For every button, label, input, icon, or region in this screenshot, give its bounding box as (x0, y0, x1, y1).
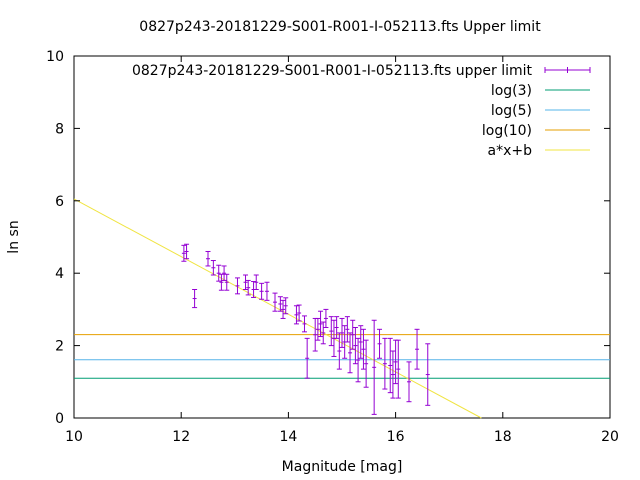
data-point (272, 292, 278, 312)
data-point (336, 332, 342, 370)
data-point (323, 308, 329, 328)
legend: 0827p243-20181229-S001-R001-I-052113.fts… (132, 63, 591, 159)
data-point (382, 337, 388, 390)
data-point (347, 332, 353, 374)
data-point (296, 304, 302, 322)
x-tick-label: 16 (387, 429, 405, 445)
data-point (358, 325, 364, 359)
x-axis-ticks: 10 12 14 16 18 20 (65, 56, 619, 445)
data-point (264, 281, 270, 301)
data-point (205, 250, 211, 267)
data-point (221, 265, 227, 281)
data-point (355, 337, 361, 383)
data-point (425, 343, 431, 406)
data-point (293, 305, 299, 325)
data-point (344, 316, 350, 343)
data-point (304, 337, 310, 379)
y-tick-label: 0 (55, 411, 64, 427)
y-tick-label: 2 (55, 339, 64, 355)
y-tick-label: 4 (55, 266, 64, 282)
data-point (363, 339, 369, 388)
data-point (350, 319, 356, 350)
data-point (283, 297, 289, 315)
data-point (371, 319, 377, 415)
data-point (360, 328, 366, 370)
plot-area (73, 55, 611, 419)
x-tick-label: 10 (65, 429, 83, 445)
data-point (277, 296, 283, 312)
data-point (224, 273, 230, 291)
x-tick-label: 18 (494, 429, 512, 445)
legend-label: 0827p243-20181229-S001-R001-I-052113.fts… (132, 63, 533, 79)
data-point (390, 350, 396, 399)
y-tick-label: 6 (55, 194, 64, 210)
data-point (184, 243, 190, 260)
data-point (312, 317, 318, 352)
data-point (218, 273, 224, 291)
data-point (245, 279, 251, 296)
legend-entry: log(3) (491, 83, 590, 99)
data-point (377, 328, 383, 359)
x-tick-label: 14 (279, 429, 297, 445)
y-tick-label: 8 (55, 121, 64, 137)
data-point (259, 282, 265, 300)
data-point (320, 321, 326, 345)
data-point (414, 328, 420, 370)
data-point (253, 274, 259, 290)
legend-label: log(5) (491, 103, 532, 119)
legend-label: a*x+b (488, 143, 533, 159)
data-point (181, 244, 187, 262)
legend-entry: 0827p243-20181229-S001-R001-I-052113.fts… (132, 63, 591, 79)
x-tick-label: 20 (601, 429, 619, 445)
data-point (216, 264, 222, 282)
data-point (210, 260, 216, 276)
y-tick-label: 10 (46, 49, 64, 65)
data-point (301, 315, 307, 333)
x-axis-label: Magnitude [mag] (282, 459, 403, 475)
data-point (395, 339, 401, 399)
legend-label: log(3) (491, 83, 532, 99)
fit-line-group (73, 198, 482, 419)
data-point (280, 299, 286, 319)
data-point (339, 317, 345, 348)
legend-entry: log(10) (482, 123, 590, 139)
y-axis-ticks: 0 2 4 6 8 10 (46, 49, 610, 427)
data-point (328, 316, 334, 347)
fit-line (73, 198, 482, 419)
data-point (318, 310, 324, 338)
data-point (243, 274, 249, 290)
legend-label: log(10) (482, 123, 532, 139)
data-point (393, 339, 399, 385)
data-points (181, 243, 431, 415)
plot-frame (73, 55, 611, 419)
data-point (192, 288, 198, 309)
data-point (352, 327, 358, 365)
data-point (334, 316, 340, 339)
data-point (315, 317, 321, 341)
legend-entry: a*x+b (488, 143, 590, 159)
data-point (234, 277, 240, 295)
data-point (387, 337, 393, 394)
x-tick-label: 12 (172, 429, 190, 445)
chart-title: 0827p243-20181229-S001-R001-I-052113.fts… (139, 19, 541, 35)
data-point (406, 361, 412, 403)
legend-entry: log(5) (491, 103, 590, 119)
y-axis-label: ln sn (6, 220, 22, 253)
